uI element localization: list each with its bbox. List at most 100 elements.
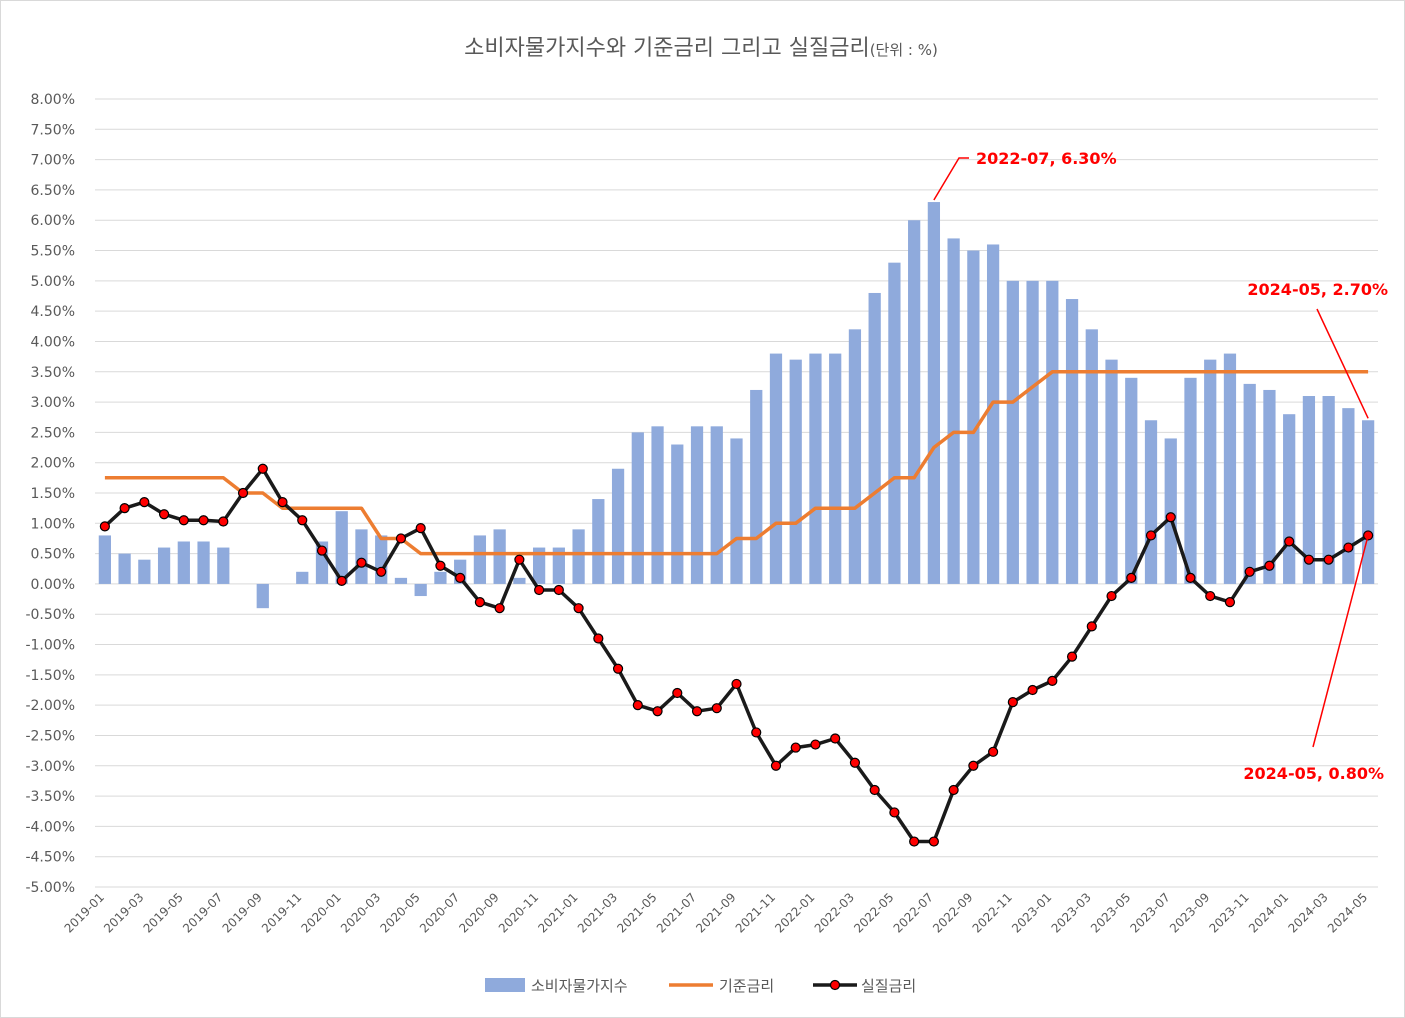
y-tick-label: -2.50% (25, 728, 75, 744)
cpi-bar (1322, 396, 1335, 584)
annotation-leader (1316, 308, 1369, 419)
cpi-bar (710, 426, 723, 584)
cpi-bar (631, 432, 644, 584)
legend-label: 기준금리 (719, 977, 774, 995)
cpi-bar (1065, 299, 1079, 584)
cpi-bar (1302, 396, 1316, 584)
cpi-bar (1144, 420, 1158, 584)
y-tick-label: -1.00% (25, 638, 75, 654)
annotation-leader (1312, 535, 1369, 748)
cpi-bar (690, 426, 704, 584)
real-rate-marker (987, 746, 999, 757)
cpi-bar (1243, 383, 1256, 584)
real-rate-marker (1145, 530, 1157, 541)
cpi-bar (572, 529, 585, 584)
x-tick-label: 2019-11 (259, 890, 304, 935)
real-rate-marker (1224, 597, 1236, 608)
real-rate-marker (711, 703, 722, 714)
legend-label: 실질금리 (861, 977, 916, 995)
cpi-bar (829, 353, 842, 584)
x-tick-label: 2021-07 (654, 890, 699, 935)
real-rate-marker (474, 597, 485, 608)
x-tick-label: 2019-09 (220, 890, 265, 935)
real-rate-marker (1086, 621, 1097, 632)
real-rate-marker (810, 739, 821, 750)
real-rate-marker (573, 603, 584, 614)
real-rate-marker (1165, 512, 1176, 523)
x-tick-label: 2021-05 (614, 890, 659, 935)
real-rate-marker (1323, 554, 1334, 565)
cpi-bar (671, 444, 684, 584)
cpi-bar (967, 250, 980, 584)
real-rate-marker (1205, 590, 1216, 602)
x-tick-label: 2022-09 (930, 890, 975, 935)
base-rate-line (104, 370, 1369, 556)
cpi-bar (769, 353, 783, 584)
y-tick-label: 6.50% (31, 183, 75, 199)
cpi-bar (532, 547, 546, 584)
legend-label: 소비자물가지수 (531, 977, 628, 995)
real-rate-marker (277, 496, 288, 508)
real-rate-marker (632, 700, 643, 711)
y-tick-label: -0.50% (25, 607, 75, 623)
cpi-bar (1046, 280, 1059, 584)
y-tick-label: 4.50% (31, 304, 75, 320)
cpi-bar (730, 438, 743, 584)
cpi-bar (355, 529, 368, 584)
cpi-bar (414, 583, 427, 597)
x-axis-ticks: 2019-012019-032019-052019-072019-092019-… (62, 890, 1371, 935)
x-tick-label: 2022-03 (812, 890, 857, 935)
x-tick-label: 2022-01 (772, 890, 817, 935)
real-rate-marker (731, 678, 742, 690)
cpi-bar (157, 547, 171, 584)
y-tick-label: -3.00% (25, 759, 75, 775)
cpi-bar (947, 238, 960, 584)
real-rate-marker (1066, 651, 1078, 662)
x-tick-label: 2019-05 (141, 890, 186, 935)
real-rate-marker (1126, 572, 1137, 583)
real-rate-marker (455, 572, 466, 583)
real-rate-marker (770, 760, 782, 771)
real-rate-marker (297, 515, 308, 526)
y-tick-label: 8.00% (31, 92, 75, 108)
y-tick-label: 7.00% (31, 153, 75, 169)
real-rate-markers (99, 463, 1374, 847)
cpi-bar (1223, 353, 1237, 584)
cpi-bar (197, 541, 210, 584)
x-tick-label: 2021-11 (733, 890, 778, 935)
cpi-bar (1283, 414, 1296, 584)
cpi-bar (1263, 389, 1276, 584)
x-tick-label: 2024-01 (1246, 890, 1291, 935)
real-rate-marker (830, 733, 841, 744)
real-rate-marker (889, 807, 900, 818)
cpi-bar (434, 571, 447, 584)
real-rate-marker (1007, 697, 1018, 708)
x-tick-label: 2023-01 (1009, 890, 1054, 935)
cpi-bar (394, 577, 408, 584)
real-rate-marker (1106, 590, 1117, 602)
y-tick-label: -5.00% (25, 880, 75, 896)
real-rate-marker (948, 784, 959, 796)
cpi-bar (177, 541, 190, 584)
cpi-bar (296, 571, 309, 584)
y-tick-label: -4.50% (25, 850, 75, 866)
real-rate-marker (494, 603, 505, 614)
annotation-label: 2024-05, 0.80% (1243, 764, 1384, 783)
cpi-bar (552, 547, 565, 584)
y-tick-label: 3.00% (31, 395, 75, 411)
y-tick-label: 2.00% (31, 456, 75, 472)
cpi-bar (809, 353, 822, 584)
real-rate-marker (415, 523, 426, 534)
cpi-bar (592, 499, 605, 584)
real-rate-marker (1284, 536, 1295, 547)
cpi-bar (98, 535, 111, 584)
real-rate-marker (99, 521, 110, 532)
cpi-bar (1204, 359, 1217, 584)
real-rate-marker (435, 560, 446, 571)
x-tick-label: 2024-03 (1285, 890, 1330, 935)
legend-swatch-bar (485, 978, 525, 992)
x-tick-label: 2023-03 (1049, 890, 1094, 935)
real-rate-marker (790, 742, 801, 753)
cpi-bar (651, 426, 664, 584)
